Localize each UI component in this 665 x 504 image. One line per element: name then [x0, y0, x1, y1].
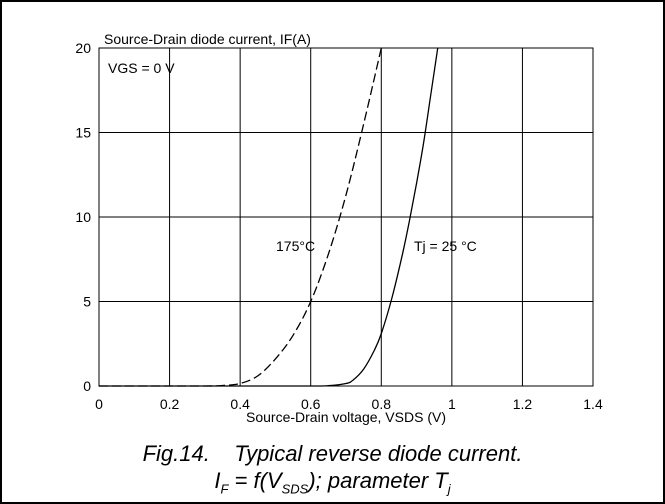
- x-tick-label: 0.8: [372, 396, 392, 412]
- y-tick-label: 5: [83, 294, 91, 310]
- caption-line-1: Fig.14. Typical reverse diode current.: [142, 441, 523, 466]
- x-tick-labels: 0 0.2 0.4 0.6 0.8 1 1.2 1.4: [95, 396, 603, 412]
- x-tick-label: 1.4: [583, 396, 603, 412]
- caption-fv: = f(V: [228, 468, 282, 493]
- x-tick-label: 0.4: [230, 396, 250, 412]
- x-tick-label: 1: [448, 396, 456, 412]
- y-tick-label: 20: [75, 40, 91, 56]
- annotation-25c: Tj = 25 °C: [414, 238, 477, 254]
- x-tick-label: 0.2: [160, 396, 180, 412]
- x-tick-label: 0.6: [301, 396, 321, 412]
- y-tick-labels: 0 5 10 15 20: [75, 40, 91, 394]
- y-axis-title: Source-Drain diode current, IF(A): [104, 31, 311, 47]
- y-tick-label: 0: [83, 378, 91, 394]
- caption-sub-sds: SDS: [281, 481, 309, 497]
- caption-i: I: [214, 468, 221, 493]
- y-tick-label: 10: [75, 209, 91, 225]
- caption-line-2: IF = f(VSDS); parameter Tj: [2, 467, 663, 502]
- x-tick-label: 1.2: [513, 396, 533, 412]
- figure-caption: Fig.14. Typical reverse diode current. I…: [2, 440, 663, 502]
- annotation-175c: 175°C: [276, 238, 315, 254]
- plot-border: [98, 47, 594, 387]
- y-tick-label: 15: [75, 125, 91, 141]
- caption-sub-f: F: [220, 481, 229, 497]
- chart: 0 0.2 0.4 0.6 0.8 1 1.2 1.4 0 5 10 15 20 Source-Dra…: [75, 31, 603, 425]
- x-tick-label: 0: [95, 396, 103, 412]
- series-line-0: [98, 47, 382, 387]
- annotation-vgs: VGS = 0 V: [108, 60, 175, 76]
- x-axis-title: Source-Drain voltage, VSDS (V): [246, 409, 446, 425]
- caption-param: ); parameter T: [308, 468, 448, 493]
- grid: [99, 48, 593, 386]
- caption-sub-j: j: [447, 481, 451, 497]
